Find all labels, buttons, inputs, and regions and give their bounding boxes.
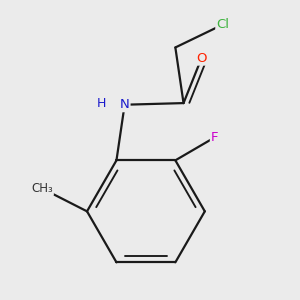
- Text: F: F: [211, 131, 218, 144]
- Text: H: H: [97, 98, 106, 110]
- Text: CH₃: CH₃: [31, 182, 53, 195]
- Text: Cl: Cl: [216, 18, 229, 31]
- Text: N: N: [120, 98, 130, 111]
- Text: O: O: [196, 52, 207, 64]
